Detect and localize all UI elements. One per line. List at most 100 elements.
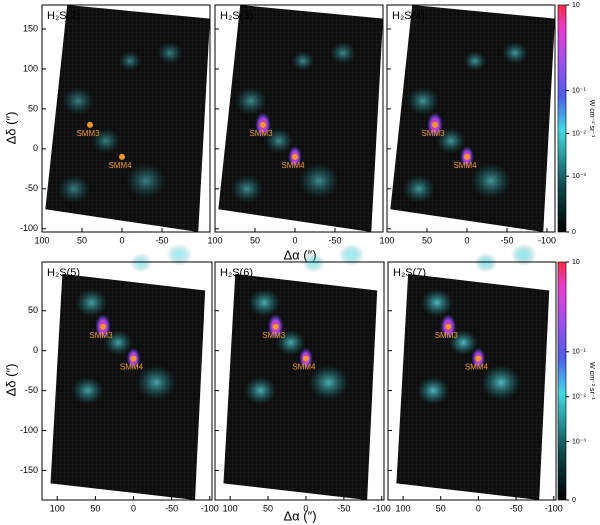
- emission: [302, 252, 325, 273]
- panel-frame: [41, 261, 213, 501]
- y-tick-label: 50: [28, 103, 38, 113]
- panel-title: H₂S(3): [220, 10, 253, 22]
- emission: [62, 86, 94, 115]
- emission: [103, 330, 133, 356]
- panel-title: H₂S(4): [392, 10, 425, 22]
- x-tick-label: -100: [373, 503, 391, 513]
- x-tick-label: 50: [77, 235, 87, 245]
- emission: [235, 86, 267, 115]
- panel: H₂S(7) 100 50 0 -50 -100 SMM3 SMM4: [387, 243, 563, 513]
- emission: [502, 41, 528, 65]
- emission: [136, 365, 177, 401]
- panel-frame: [387, 261, 557, 501]
- map-region: [396, 273, 550, 500]
- source-marker: [130, 355, 137, 362]
- x-tick-label: -50: [510, 503, 523, 513]
- panel: H₂S(2) 100 50 0 -50 150 100 50 0 -50 -100 SMM3 SMM4: [20, 4, 211, 245]
- colorbar-tick-label: 0: [572, 497, 576, 504]
- emission: [71, 376, 104, 405]
- x-tick-label: 50: [90, 503, 100, 513]
- x-tick-label: -50: [328, 235, 341, 245]
- colorbar-tick-label: 0: [572, 229, 576, 236]
- panel-frame: [41, 4, 211, 233]
- colorbar-label: W cm⁻² sr⁻¹: [588, 362, 595, 400]
- panel-frame: [214, 4, 384, 233]
- emission: [308, 365, 349, 401]
- source-label: SMM4: [120, 363, 144, 372]
- x-tick-label: 0: [131, 503, 136, 513]
- emission: [481, 365, 522, 401]
- source-marker: [302, 355, 309, 362]
- emission: [448, 330, 478, 356]
- source-label: SMM4: [453, 161, 477, 170]
- colorbar-tick-label: 10⁻¹: [572, 87, 586, 94]
- panel-title: H₂S(2): [47, 10, 80, 22]
- emission: [330, 41, 356, 65]
- x-tick-label: 50: [263, 503, 273, 513]
- emission: [58, 174, 90, 203]
- y-tick-label: -50: [25, 385, 38, 395]
- emission: [407, 86, 439, 115]
- colorbar-label: W cm⁻² sr⁻¹: [588, 100, 595, 138]
- emission: [166, 243, 193, 267]
- colorbar-tick-label: 10: [572, 259, 580, 266]
- source-label: SMM4: [108, 161, 132, 170]
- x-tick-label: 100: [223, 503, 238, 513]
- colorbar: [557, 4, 567, 233]
- colorbar-tick-label: 10⁻²: [572, 130, 586, 137]
- emission: [126, 163, 166, 199]
- source-label: SMM3: [249, 129, 273, 138]
- x-tick-label: 0: [303, 503, 308, 513]
- emission: [157, 41, 183, 65]
- y-tick-label: 0: [33, 345, 38, 355]
- x-tick-label: -100: [201, 503, 219, 513]
- colorbar-tick-label: 10⁻³: [572, 438, 586, 445]
- emission: [276, 330, 306, 356]
- x-tick-label: 0: [464, 235, 469, 245]
- x-axis-label: Δα (″): [283, 508, 316, 523]
- emission: [248, 288, 281, 317]
- x-tick-label: 50: [436, 503, 446, 513]
- emission: [118, 51, 142, 71]
- x-tick-label: -50: [155, 235, 168, 245]
- emission: [510, 243, 537, 267]
- x-tick-label: 0: [119, 235, 124, 245]
- x-tick-label: 100: [379, 235, 394, 245]
- emission: [129, 252, 153, 273]
- emission: [91, 128, 121, 154]
- source-label: SMM3: [76, 129, 100, 138]
- y-tick-label: 0: [33, 143, 38, 153]
- source-label: SMM3: [262, 331, 286, 340]
- source-marker: [119, 153, 125, 160]
- x-tick-label: -100: [538, 235, 556, 245]
- panel-frame: [214, 261, 385, 501]
- colorbar-tick-label: 10⁻²: [572, 394, 586, 401]
- emission: [291, 51, 315, 71]
- panel: H₂S(6) 100 50 0 -50 -100 SMM3 SMM4: [214, 243, 391, 513]
- y-axis-label: Δδ (″): [3, 112, 18, 145]
- x-tick-label: -50: [500, 235, 513, 245]
- emission: [436, 128, 466, 154]
- emission: [403, 174, 435, 203]
- y-tick-label: -150: [20, 465, 38, 475]
- x-tick-label: 50: [422, 235, 432, 245]
- y-tick-label: -100: [20, 223, 38, 233]
- y-tick-label: 50: [28, 305, 38, 315]
- x-tick-label: 0: [292, 235, 297, 245]
- x-tick-label: -50: [337, 503, 350, 513]
- y-tick-label: 100: [23, 63, 38, 73]
- panel-title: H₂S(5): [47, 267, 80, 279]
- panel-title: H₂S(7): [393, 267, 426, 279]
- source-marker: [87, 121, 93, 128]
- emission: [338, 243, 365, 267]
- source-marker: [99, 323, 106, 330]
- source-marker: [432, 121, 438, 128]
- source-label: SMM4: [465, 363, 489, 372]
- panel-title: H₂S(6): [220, 267, 253, 279]
- source-marker: [445, 323, 452, 330]
- panel: H₂S(3) 100 50 0 -50 SMM3 SMM4: [207, 4, 384, 245]
- emission: [471, 163, 511, 199]
- emission: [474, 252, 498, 273]
- x-tick-label: 50: [250, 235, 260, 245]
